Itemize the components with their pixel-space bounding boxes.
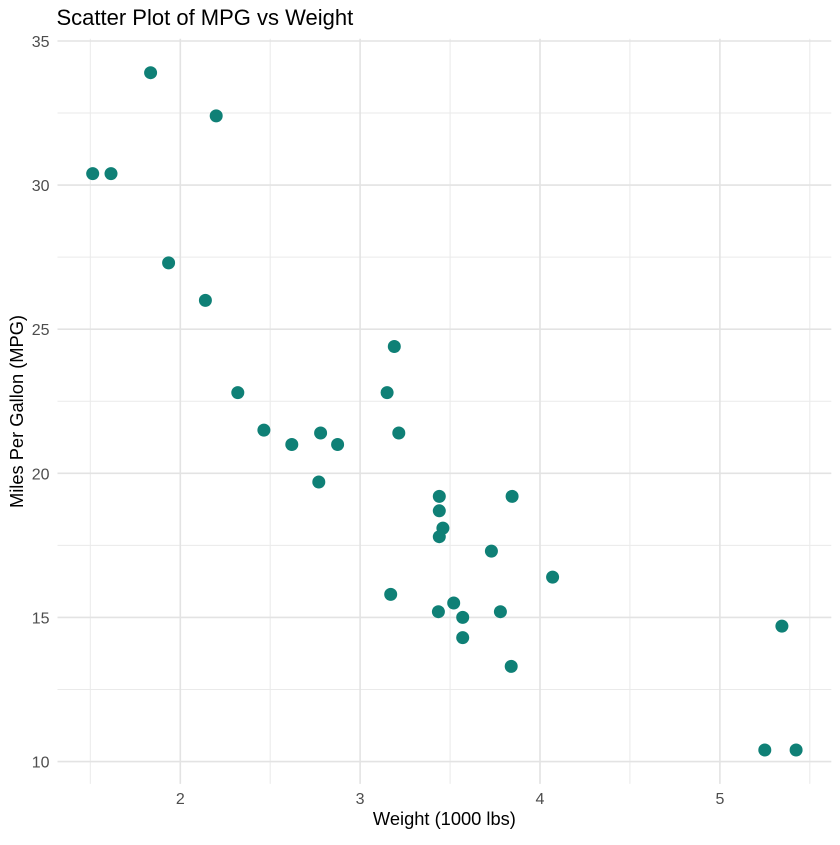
svg-text:2: 2 (176, 791, 185, 808)
svg-text:5: 5 (715, 791, 724, 808)
svg-text:Weight (1000 lbs): Weight (1000 lbs) (373, 808, 516, 829)
svg-text:30: 30 (32, 178, 50, 195)
svg-text:15: 15 (32, 610, 50, 627)
svg-text:Miles Per Gallon (MPG): Miles Per Gallon (MPG) (6, 315, 27, 508)
svg-text:35: 35 (32, 34, 50, 51)
svg-text:10: 10 (32, 755, 50, 772)
svg-text:25: 25 (32, 322, 50, 339)
svg-text:Scatter Plot of MPG vs Weight: Scatter Plot of MPG vs Weight (57, 5, 354, 30)
svg-text:20: 20 (32, 466, 50, 483)
svg-text:4: 4 (536, 791, 545, 808)
svg-text:3: 3 (356, 791, 365, 808)
